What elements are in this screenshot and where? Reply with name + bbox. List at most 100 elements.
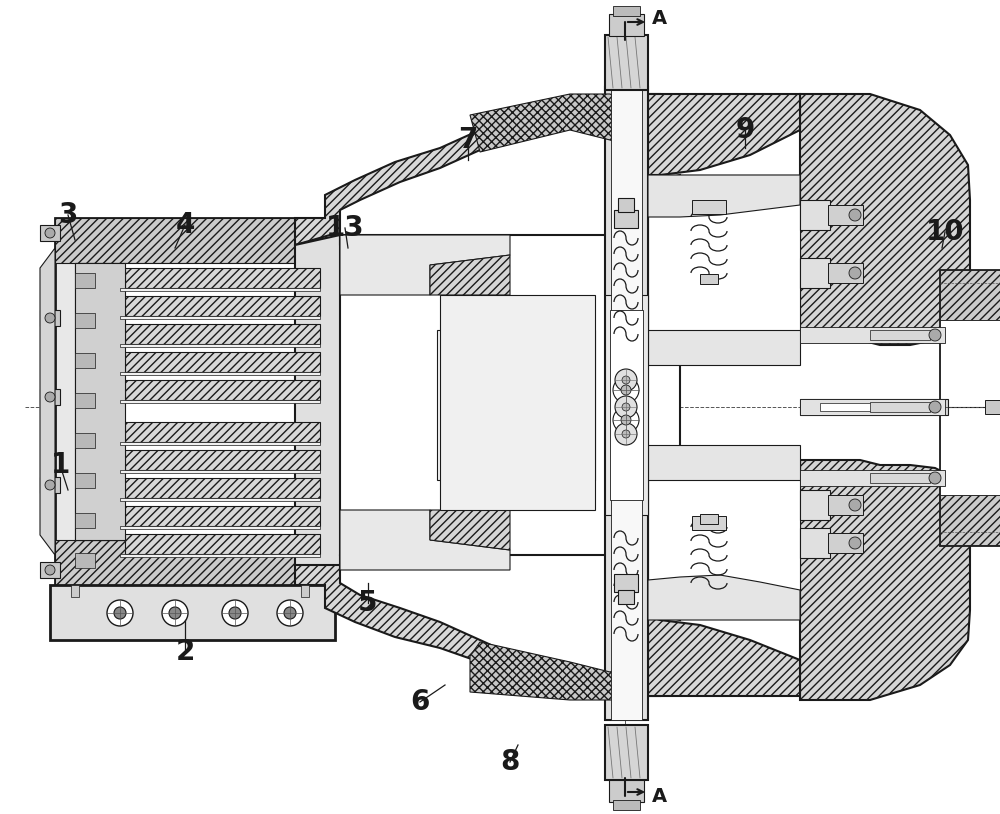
Bar [40,389,60,405]
Bar [870,402,930,412]
Bar [700,274,718,284]
Bar [618,590,634,604]
Polygon shape [800,528,830,558]
Circle shape [622,403,630,411]
Circle shape [45,313,55,323]
Circle shape [45,392,55,402]
Bar [605,35,648,90]
Polygon shape [437,330,595,480]
Polygon shape [120,554,320,557]
Bar [609,14,644,36]
Polygon shape [430,510,510,550]
Polygon shape [120,498,320,501]
Circle shape [613,407,639,433]
Bar [828,263,863,283]
Bar [40,477,60,493]
Polygon shape [940,270,1000,320]
Polygon shape [125,450,320,470]
Polygon shape [125,534,320,554]
Text: 4: 4 [175,211,195,239]
Text: 13: 13 [326,214,364,242]
Circle shape [45,565,55,575]
Polygon shape [120,526,320,529]
Bar [828,533,863,553]
Bar [828,495,863,515]
Polygon shape [800,490,830,520]
Circle shape [929,329,941,341]
Bar [618,198,634,212]
Circle shape [45,228,55,238]
Circle shape [615,423,637,445]
Bar [870,473,930,483]
Circle shape [277,600,303,626]
Bar [800,470,945,486]
Polygon shape [648,616,800,696]
Bar [40,225,60,241]
Polygon shape [800,200,830,230]
Text: 1: 1 [50,451,70,479]
Circle shape [162,600,188,626]
Polygon shape [75,513,95,528]
Bar [985,400,1000,414]
Polygon shape [125,352,320,372]
Circle shape [107,600,133,626]
Polygon shape [340,175,680,620]
Circle shape [45,480,55,490]
Circle shape [929,401,941,413]
Polygon shape [75,353,95,368]
Text: 3: 3 [58,201,78,229]
Polygon shape [648,445,800,480]
Circle shape [622,376,630,384]
Text: A: A [652,8,667,28]
Bar [605,725,648,780]
Polygon shape [75,273,95,288]
Text: 5: 5 [358,589,378,617]
Text: A: A [652,786,667,806]
Polygon shape [125,422,320,442]
Polygon shape [295,235,355,565]
Polygon shape [125,324,320,344]
Polygon shape [75,433,95,448]
Text: 8: 8 [500,748,520,776]
Polygon shape [120,288,320,291]
Polygon shape [648,175,800,217]
Circle shape [613,377,639,403]
Bar [614,574,638,592]
Polygon shape [55,218,325,585]
Polygon shape [340,235,510,295]
Bar [828,205,863,225]
Polygon shape [120,442,320,445]
Polygon shape [50,585,335,640]
Polygon shape [940,320,1000,495]
Circle shape [229,607,241,619]
Circle shape [929,472,941,484]
Text: 7: 7 [458,126,478,154]
Bar [301,585,309,597]
Polygon shape [648,94,800,175]
Bar [614,210,638,228]
Polygon shape [75,263,325,540]
Text: 10: 10 [926,218,964,246]
Polygon shape [648,460,800,615]
Circle shape [284,607,296,619]
Polygon shape [120,372,320,375]
Polygon shape [120,316,320,319]
Bar [40,310,60,326]
Circle shape [849,499,861,511]
Polygon shape [800,94,970,345]
Polygon shape [295,555,660,696]
Polygon shape [75,393,95,408]
Bar [800,399,948,415]
Bar [71,585,79,597]
Polygon shape [75,313,95,328]
Polygon shape [648,175,800,340]
Polygon shape [75,553,95,568]
Polygon shape [55,218,325,263]
Polygon shape [648,330,800,365]
Polygon shape [800,258,830,288]
Polygon shape [75,263,125,540]
Polygon shape [430,255,510,295]
Bar [609,780,644,802]
Circle shape [114,607,126,619]
Polygon shape [125,506,320,526]
